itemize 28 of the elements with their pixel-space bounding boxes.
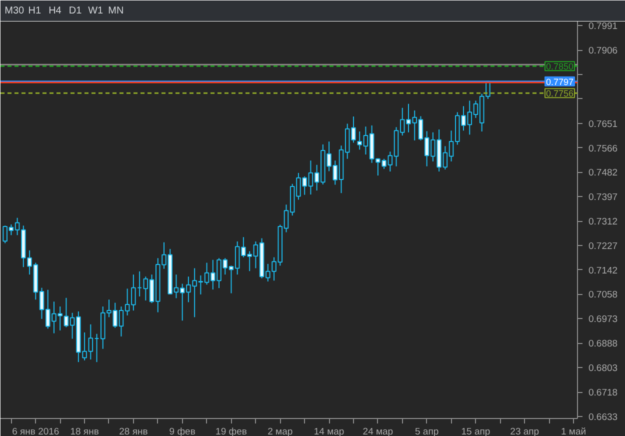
text: H1 xyxy=(28,6,42,16)
y-tick-label: 0.6888 xyxy=(588,338,618,350)
text: H4 xyxy=(48,6,62,16)
text: W1 xyxy=(88,6,104,16)
y-tick-label: 0.7142 xyxy=(588,265,618,276)
x-tick-label: 18 янв xyxy=(70,426,99,436)
x-tick-label: 28 янв xyxy=(119,426,148,436)
y-tick-label: 0.7566 xyxy=(588,143,618,154)
text: MN xyxy=(108,6,124,16)
y-tick-label: 0.7058 xyxy=(588,290,618,301)
y-tick-label: 0.6633 xyxy=(588,412,618,423)
ref-line-label: 0.7797 xyxy=(546,76,574,87)
y-tick-label: 0.7397 xyxy=(588,192,618,204)
y-tick-label: 0.7312 xyxy=(588,216,618,228)
y-tick-label: 0.7482 xyxy=(588,168,618,179)
y-tick-label: 0.7651 xyxy=(588,118,618,130)
y-tick-label: 0.6803 xyxy=(588,363,618,374)
y-tick-label: 0.7991 xyxy=(588,21,618,32)
y-tick-label: 0.7906 xyxy=(588,46,618,56)
text: M30 xyxy=(4,6,25,16)
y-tick-label: 0.7227 xyxy=(588,240,618,252)
y-tick-label: 0.6718 xyxy=(588,388,618,399)
y-tick-label: 0.6973 xyxy=(588,314,618,326)
text: D1 xyxy=(68,6,82,16)
x-tick-label: 6 янв 2016 xyxy=(12,426,60,436)
x-tick-label: 1 май xyxy=(561,426,586,436)
ref-line-label: 0.7850 xyxy=(546,62,574,72)
ref-line-label: 0.7756 xyxy=(546,88,574,99)
